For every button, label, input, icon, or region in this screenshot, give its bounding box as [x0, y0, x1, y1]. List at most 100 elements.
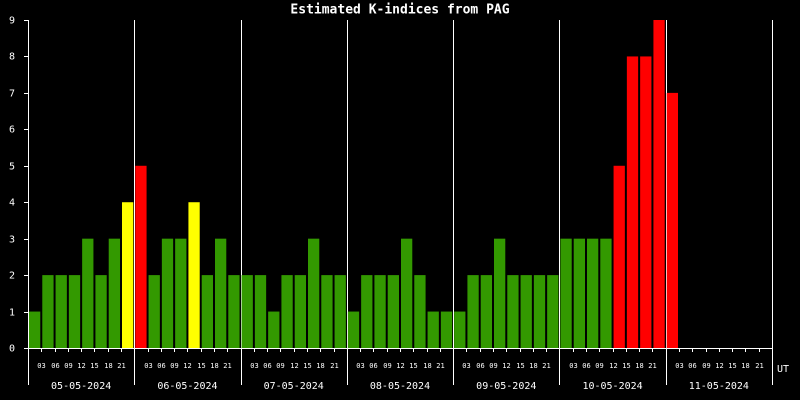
- day-label: 11-05-2024: [689, 381, 749, 392]
- hour-label: 15: [728, 362, 736, 370]
- bar: [653, 20, 665, 348]
- bar: [215, 238, 227, 348]
- chart-title: Estimated K-indices from PAG: [290, 3, 509, 18]
- hour-label: 03: [37, 362, 45, 370]
- hour-label: 21: [436, 362, 444, 370]
- bar: [547, 275, 559, 348]
- hour-label: 21: [330, 362, 338, 370]
- hour-label: 06: [51, 362, 59, 370]
- bar: [294, 275, 306, 348]
- bar: [268, 311, 280, 348]
- time-unit: UT: [777, 364, 789, 375]
- bar: [454, 311, 466, 348]
- hour-label: 03: [144, 362, 152, 370]
- day-label: 08-05-2024: [370, 381, 430, 392]
- bar: [42, 275, 54, 348]
- y-tick-label: 3: [9, 235, 15, 246]
- bar: [573, 238, 585, 348]
- day-label: 07-05-2024: [264, 381, 324, 392]
- y-tick-label: 8: [9, 52, 15, 63]
- bar: [480, 275, 492, 348]
- y-tick-label: 7: [9, 89, 15, 100]
- bar: [387, 275, 399, 348]
- bar: [201, 275, 213, 348]
- hour-label: 15: [197, 362, 205, 370]
- hour-label: 06: [582, 362, 590, 370]
- y-tick-label: 6: [9, 125, 15, 136]
- hour-label: 06: [476, 362, 484, 370]
- y-tick-label: 5: [9, 162, 15, 173]
- bar: [520, 275, 532, 348]
- hour-label: 18: [210, 362, 218, 370]
- hour-label: 06: [688, 362, 696, 370]
- bar: [161, 238, 174, 348]
- bar: [95, 275, 107, 348]
- hour-label: 21: [542, 362, 550, 370]
- hour-label: 18: [635, 362, 643, 370]
- hour-label: 15: [516, 362, 524, 370]
- day-label: 06-05-2024: [157, 381, 217, 392]
- bar: [467, 275, 479, 348]
- y-tick-label: 0: [9, 344, 15, 355]
- bar: [321, 275, 333, 348]
- bar: [82, 238, 94, 348]
- hour-label: 12: [396, 362, 404, 370]
- bar: [148, 275, 160, 348]
- hour-label: 12: [715, 362, 723, 370]
- hour-label: 03: [675, 362, 683, 370]
- hour-label: 09: [64, 362, 72, 370]
- bar: [494, 238, 506, 348]
- hour-label: 15: [409, 362, 417, 370]
- hour-label: 09: [276, 362, 284, 370]
- bar: [334, 275, 346, 348]
- hour-label: 03: [250, 362, 258, 370]
- day-label: 09-05-2024: [476, 381, 536, 392]
- bar: [613, 165, 625, 348]
- bar: [666, 92, 678, 348]
- hour-label: 09: [702, 362, 710, 370]
- bar: [374, 275, 386, 348]
- hour-label: 21: [648, 362, 656, 370]
- hour-label: 18: [423, 362, 431, 370]
- y-tick-label: 4: [9, 198, 15, 209]
- bar: [640, 56, 652, 348]
- hour-label: 15: [90, 362, 98, 370]
- hour-label: 18: [104, 362, 112, 370]
- hour-label: 12: [183, 362, 191, 370]
- hour-label: 06: [157, 362, 165, 370]
- bar: [626, 56, 639, 348]
- hour-label: 03: [462, 362, 470, 370]
- hour-label: 18: [316, 362, 324, 370]
- hour-label: 06: [369, 362, 377, 370]
- bar: [68, 275, 81, 348]
- bar: [188, 202, 200, 348]
- bar: [228, 275, 240, 348]
- bar: [122, 202, 134, 348]
- hour-label: 15: [622, 362, 630, 370]
- hour-label: 12: [502, 362, 510, 370]
- bar: [361, 275, 373, 348]
- bar: [560, 238, 572, 348]
- bar: [175, 238, 187, 348]
- bar: [55, 275, 67, 348]
- day-label: 10-05-2024: [582, 381, 642, 392]
- hour-label: 12: [77, 362, 85, 370]
- bar: [308, 238, 320, 348]
- bar: [135, 165, 147, 348]
- hour-label: 18: [741, 362, 749, 370]
- hour-label: 15: [303, 362, 311, 370]
- bar: [281, 275, 293, 348]
- bar: [108, 238, 120, 348]
- bar: [29, 311, 41, 348]
- bar: [507, 275, 519, 348]
- hour-label: 06: [263, 362, 271, 370]
- hour-label: 21: [223, 362, 231, 370]
- hour-label: 03: [569, 362, 577, 370]
- hour-label: 09: [383, 362, 391, 370]
- bar: [254, 275, 267, 348]
- day-label: 05-05-2024: [51, 381, 111, 392]
- bar: [427, 311, 439, 348]
- hour-label: 09: [170, 362, 178, 370]
- y-tick-label: 9: [9, 16, 15, 27]
